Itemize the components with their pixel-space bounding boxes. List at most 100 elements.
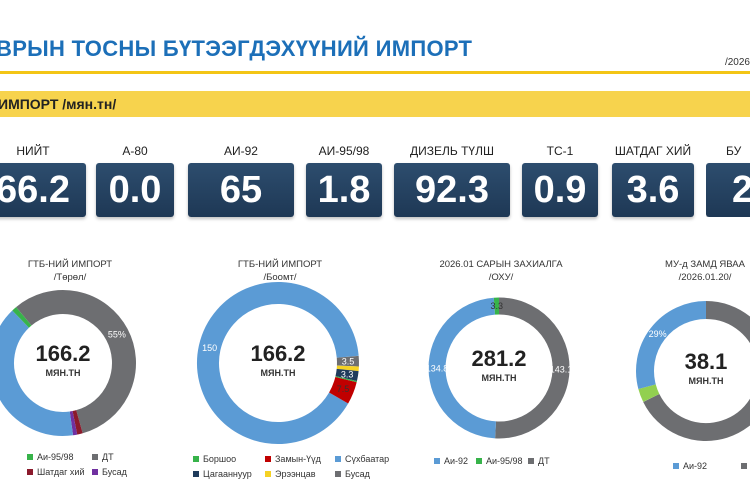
donut-slice-2 xyxy=(428,297,497,439)
legend-label: Замын-Үүд xyxy=(275,454,321,464)
donut-slice-1 xyxy=(495,297,570,439)
legend-swatch xyxy=(193,456,199,462)
legend-swatch xyxy=(528,458,534,464)
stat-label: НИЙТ xyxy=(16,144,50,158)
legend-swatch xyxy=(673,463,679,469)
stat-value: 0.0 xyxy=(96,163,174,217)
legend-item: ДТ xyxy=(528,456,550,466)
legend-swatch xyxy=(92,469,98,475)
stat-value: 92.3 xyxy=(394,163,510,217)
chart-title: ГТБ-НИЙ ИМПОРТ xyxy=(237,259,323,270)
donut-slice-1 xyxy=(197,282,359,444)
chart-title: МУ-д ЗАМД ЯВАА xyxy=(665,259,745,270)
legend-item: Д xyxy=(741,461,750,471)
chart-subtitle: /Боомт/ xyxy=(263,272,297,283)
legend-item: Бусад xyxy=(335,469,370,479)
legend-label: Аи-92 xyxy=(683,461,708,471)
donut-slice-4 xyxy=(335,368,359,382)
stat-other: БУ 2 xyxy=(706,143,750,217)
legend-item: ДТ xyxy=(92,452,114,462)
legend-label: Эрээнцав xyxy=(275,469,316,479)
donut-slice-5 xyxy=(12,307,32,328)
legend-item: Цагааннуур xyxy=(193,469,252,479)
donut-center-unit: МЯН.ТН xyxy=(261,368,296,378)
stat-label: АИ-95/98 xyxy=(318,144,370,158)
legend-swatch xyxy=(27,469,33,475)
legend-item: Бусад xyxy=(92,467,127,477)
legend-label: Сүхбаатар xyxy=(345,454,390,464)
legend-swatch xyxy=(434,458,440,464)
donut-chart: 29% 38.1 МЯН.ТН xyxy=(636,301,750,441)
stat-label: ТС-1 xyxy=(546,144,574,158)
legend-swatch xyxy=(265,456,271,462)
legend-swatch xyxy=(476,458,482,464)
stat-ts1: ТС-1 0.9 xyxy=(522,143,598,217)
stat-label: АИ-92 xyxy=(224,144,258,158)
legend-swatch xyxy=(741,463,747,469)
stat-label: ШАТДАГ ХИЙ xyxy=(614,144,692,158)
legend-label: Цагааннуур xyxy=(203,469,252,479)
stat-ai95-98: АИ-95/98 1.8 xyxy=(306,143,382,217)
slice-data-label: 55% xyxy=(108,330,126,340)
slice-data-label: 29% xyxy=(649,329,667,339)
slice-data-label: 143.1 xyxy=(550,365,573,375)
chart-subtitle: /2026.01.20/ xyxy=(678,272,732,283)
legend-swatch xyxy=(92,454,98,460)
legend-item: Боршоо xyxy=(193,454,236,464)
legend-label: Боршоо xyxy=(203,454,237,464)
stat-value: 66.2 xyxy=(0,163,86,217)
donut-chart: 143.1 134.8 3.3 281.2 МЯН.ТН xyxy=(426,297,573,439)
legend-item: Аи-92 xyxy=(673,461,707,471)
chart-import-by-type: ГТБ-НИЙ ИМПОРТ /Төрөл/ 55% 166.2 МЯН.ТН Аи… xyxy=(0,258,165,498)
page-title: ВРЫН ТОСНЫ БҮТЭЭГДЭХҮҮНИЙ ИМПОРТ xyxy=(0,36,473,61)
date-tag: /2026 xyxy=(724,57,750,68)
donut-slice-1 xyxy=(643,301,750,441)
title-underline xyxy=(0,71,750,74)
legend-label: Аи-95/98 xyxy=(486,456,523,466)
donut-slice-2 xyxy=(72,410,83,435)
legend-item: Шатдаг хий xyxy=(27,467,84,477)
section-title: ИМПОРТ /мян.тн/ xyxy=(0,96,117,112)
legend-label: Аи-95/98 xyxy=(37,452,74,462)
legend-item: Аи-95/98 xyxy=(27,452,74,462)
legend-swatch xyxy=(27,454,33,460)
slice-data-label: 150 xyxy=(202,343,217,353)
stat-ai92: АИ-92 65 xyxy=(188,143,294,217)
legend-label: Бусад xyxy=(102,467,127,477)
stat-diesel: ДИЗЕЛЬ ТҮЛШ 92.3 xyxy=(394,143,510,217)
donut-chart: 55% 166.2 МЯН.ТН xyxy=(0,290,136,436)
legend-swatch xyxy=(335,456,341,462)
slice-data-label: 3.5 xyxy=(342,356,355,366)
stat-value: 0.9 xyxy=(522,163,598,217)
legend-label: ДТ xyxy=(102,452,114,462)
legend-swatch xyxy=(265,471,271,477)
donut-chart: 150 3.5 3.3 7.5 166.2 МЯН.ТН xyxy=(197,282,359,444)
chart-subtitle: /Төрөл/ xyxy=(53,272,87,283)
stat-value: 1.8 xyxy=(306,163,382,217)
donut-slice-3 xyxy=(636,301,707,389)
chart-import-by-port: ГТБ-НИЙ ИМПОРТ /Боомт/ 150 3.5 3.3 7.5 166.2… xyxy=(185,258,389,498)
donut-center-unit: МЯН.ТН xyxy=(46,368,81,378)
legend-swatch xyxy=(193,471,199,477)
donut-slice-2 xyxy=(638,384,660,402)
legend-label: Бусад xyxy=(345,469,370,479)
legend-label: Шатдаг хий xyxy=(37,467,85,477)
donut-center-value: 38.1 xyxy=(685,349,728,374)
donut-center-value: 166.2 xyxy=(250,341,305,366)
legend-item: Аи-92 xyxy=(434,456,468,466)
chart-title: ГТБ-НИЙ ИМПОРТ xyxy=(27,259,113,270)
slice-data-label: 3.3 xyxy=(341,369,354,379)
legend-label: Аи-92 xyxy=(444,456,469,466)
chart-in-transit: МУ-д ЗАМД ЯВАА /2026.01.20/ 29% 38.1 МЯН.Т… xyxy=(615,258,750,498)
legend-item: Сүхбаатар xyxy=(335,454,389,464)
stat-lpg: ШАТДАГ ХИЙ 3.6 xyxy=(612,143,694,217)
donut-slice-4 xyxy=(0,310,74,436)
stat-label: БУ xyxy=(726,144,742,158)
legend-item: Замын-Үүд xyxy=(265,454,321,464)
donut-holder: 150 3.5 3.3 7.5 166.2 МЯН.ТН xyxy=(185,258,375,458)
legend-item: Эрээнцав xyxy=(265,469,316,479)
stat-label: ДИЗЕЛЬ ТҮЛШ xyxy=(410,144,494,158)
slice-data-label: 7.5 xyxy=(337,384,350,394)
stat-value: 3.6 xyxy=(612,163,694,217)
donut-slice-1 xyxy=(16,290,136,434)
